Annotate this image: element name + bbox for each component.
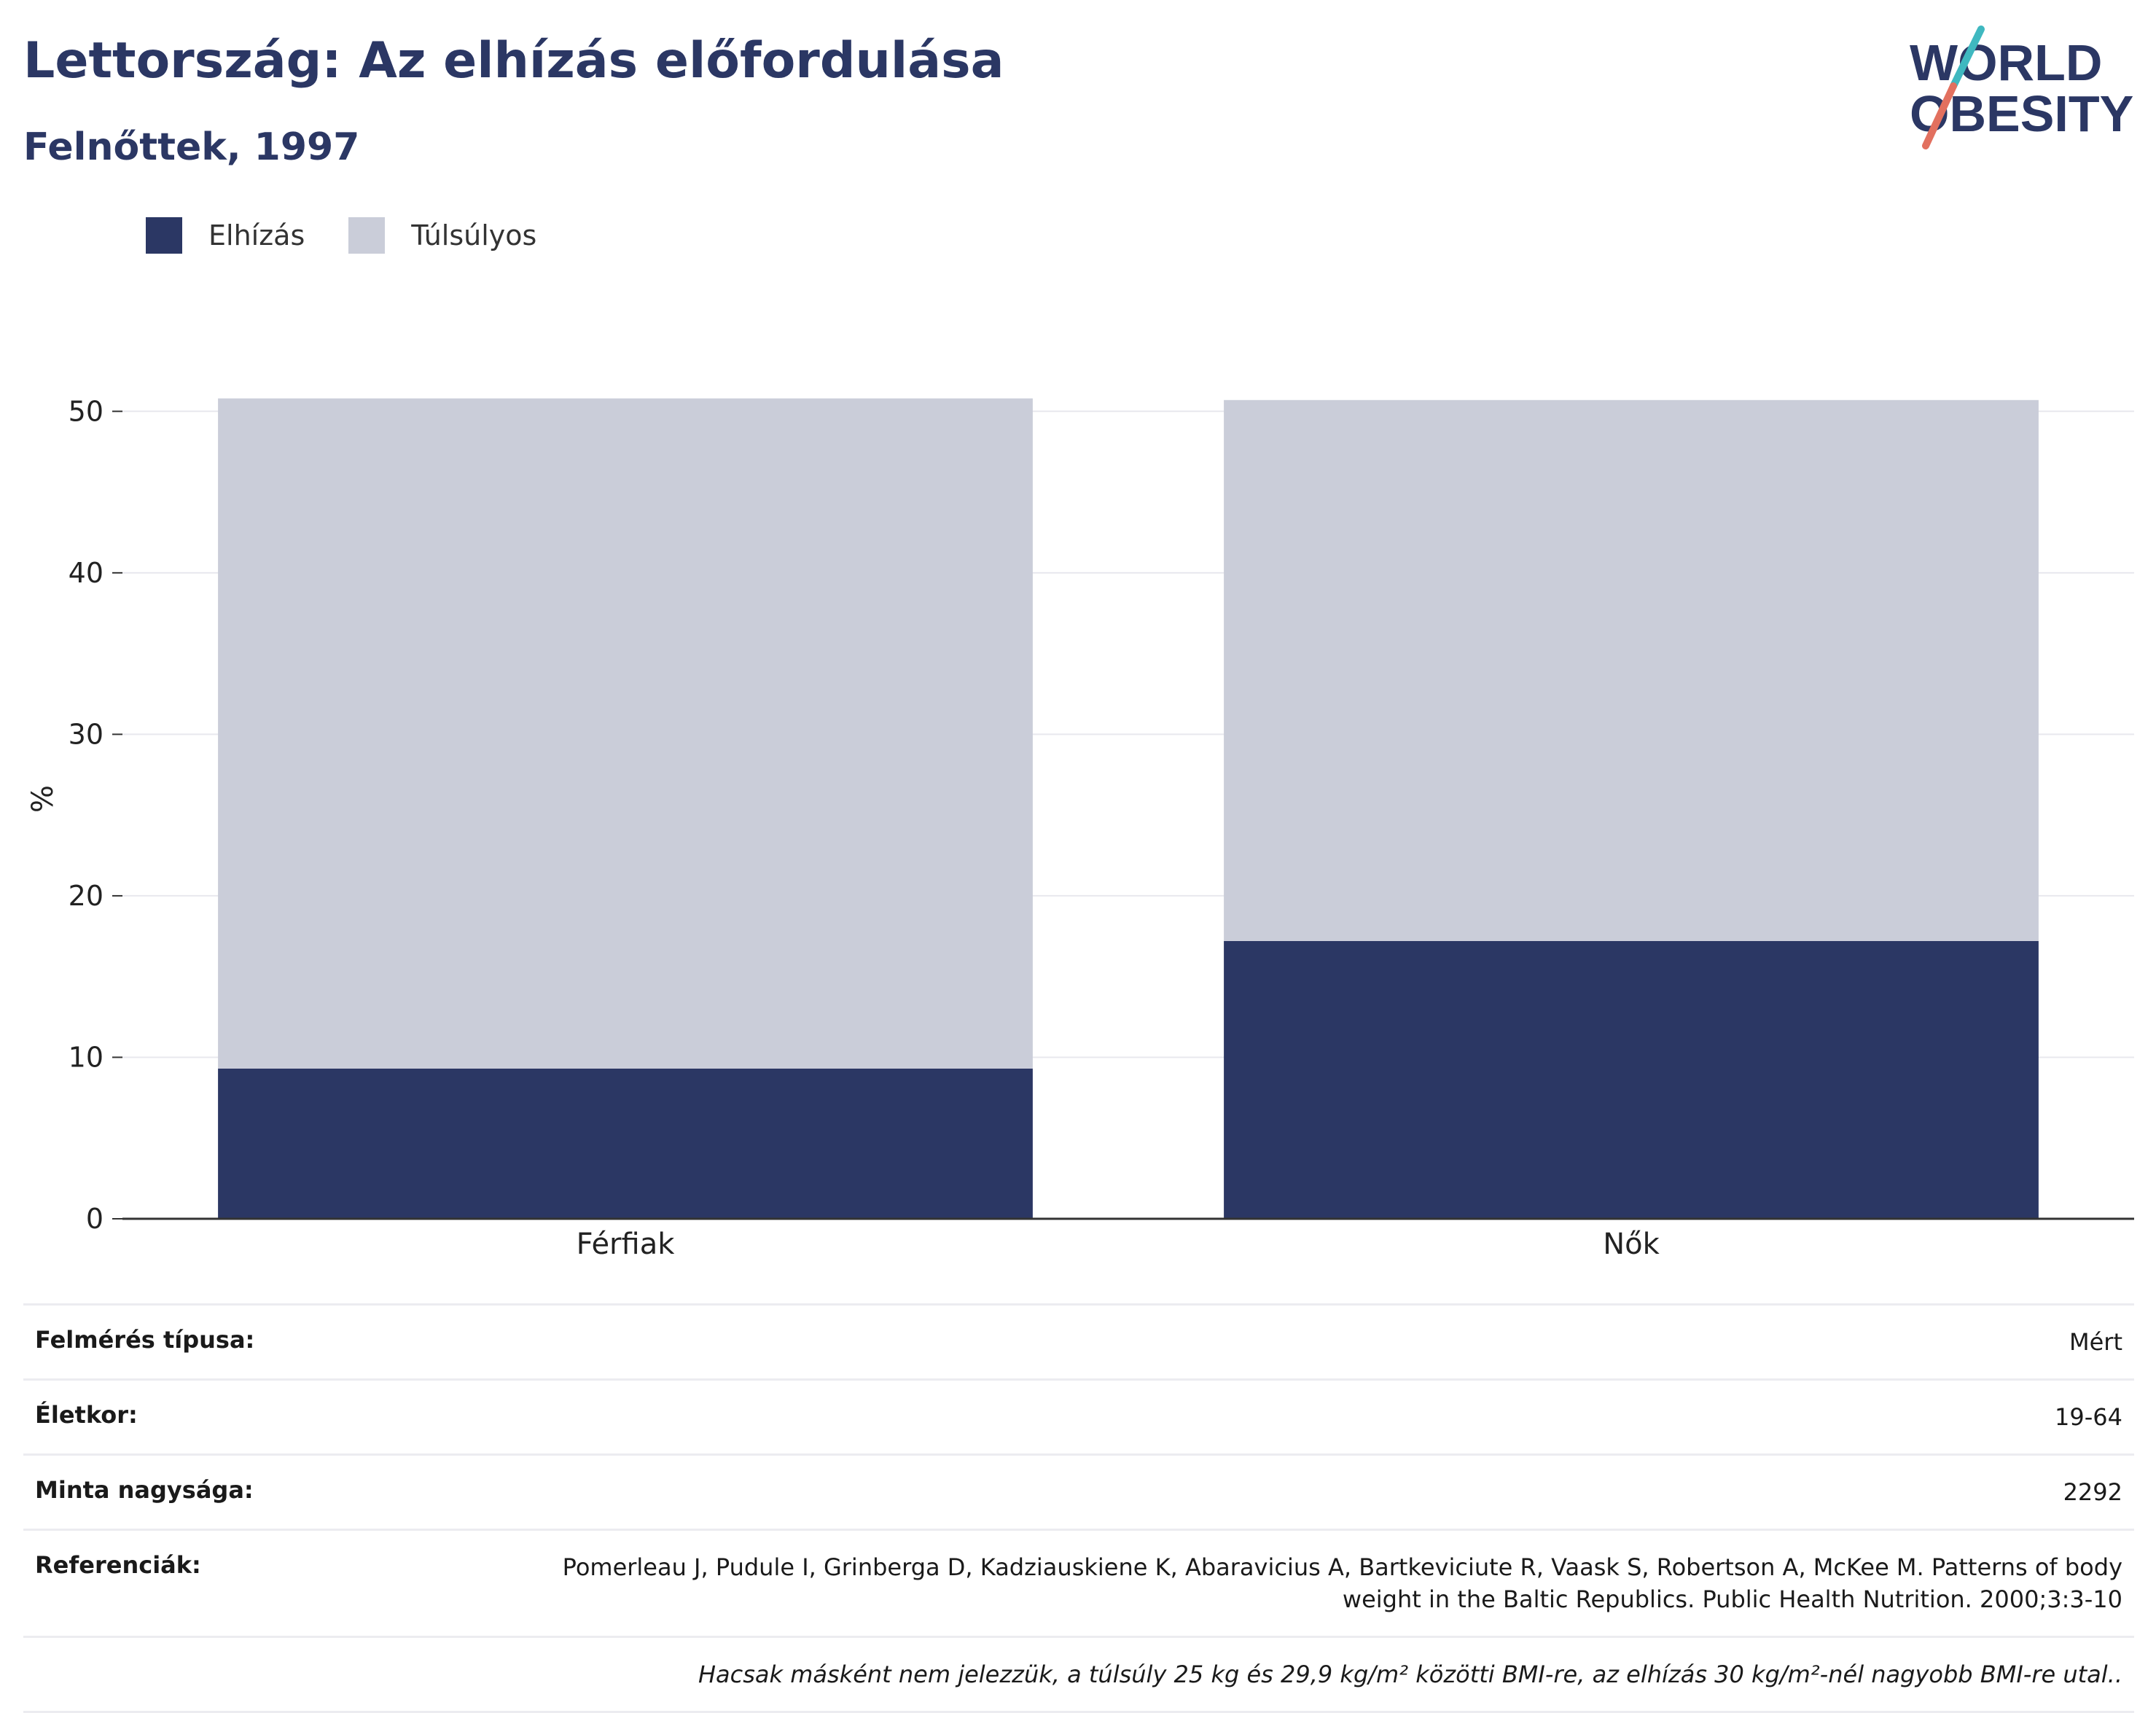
legend-swatch-tulsulyos	[348, 217, 386, 254]
legend-label: Túlsúlyos	[411, 219, 537, 251]
legend-label: Elhízás	[208, 219, 305, 251]
bar-elhizas-ferfiak	[218, 1068, 1033, 1219]
survey-info-table: Felmérés típusa: Mért Életkor: 19-64 Min…	[23, 1303, 2134, 1713]
x-tick-label: Nők	[1603, 1228, 1660, 1261]
bar-tulsulyos-ferfiak	[218, 398, 1033, 1069]
bar-elhizas-nok	[1224, 940, 2039, 1219]
meta-value: Mért	[2069, 1328, 2122, 1356]
x-tick-label: Férfiak	[577, 1228, 676, 1261]
legend-item-elhizas[interactable]: Elhízás	[146, 217, 305, 254]
meta-key: Felmérés típusa:	[35, 1326, 255, 1354]
meta-value: Pomerleau J, Pudule I, Grinberga D, Kadz…	[562, 1553, 2122, 1613]
meta-value: 2292	[2063, 1478, 2122, 1506]
y-tick-label: 30	[69, 718, 103, 750]
y-axis-label: %	[26, 785, 60, 813]
bar-tulsulyos-nok	[1224, 399, 2039, 941]
y-tick-label: 20	[69, 880, 103, 912]
meta-value: 19-64	[2055, 1403, 2122, 1431]
legend-item-tulsulyos[interactable]: Túlsúlyos	[348, 217, 536, 254]
meta-key: Életkor:	[35, 1401, 138, 1429]
logo-line1: WORLD	[1910, 34, 2102, 91]
y-tick-label: 0	[86, 1203, 103, 1235]
page-subtitle: Felnőttek, 1997	[23, 125, 360, 169]
world-obesity-logo: WORLD OBESITY	[1910, 26, 2133, 149]
meta-note: Hacsak másként nem jelezzük, a túlsúly 2…	[23, 1636, 2134, 1713]
y-tick-label: 50	[69, 395, 103, 427]
page-title: Lettország: Az elhízás előfordulása	[23, 32, 1004, 90]
y-tick-label: 40	[69, 557, 103, 589]
chart-legend: Elhízás Túlsúlyos	[146, 217, 580, 254]
meta-row-age: Életkor: 19-64	[23, 1378, 2134, 1453]
meta-row-references: Referenciák: Pomerleau J, Pudule I, Grin…	[23, 1529, 2134, 1636]
stacked-bar-chart: 0 10 20 30 40 50% Férfiak Nők	[26, 395, 2134, 1261]
meta-key: Minta nagysága:	[35, 1476, 254, 1504]
legend-swatch-elhizas	[146, 217, 182, 254]
meta-key: Referenciák:	[35, 1551, 201, 1579]
meta-row-sample-size: Minta nagysága: 2292	[23, 1453, 2134, 1529]
y-tick-label: 10	[69, 1041, 103, 1073]
footnote-text: Hacsak másként nem jelezzük, a túlsúly 2…	[698, 1661, 2122, 1688]
meta-row-survey-type: Felmérés típusa: Mért	[23, 1303, 2134, 1378]
